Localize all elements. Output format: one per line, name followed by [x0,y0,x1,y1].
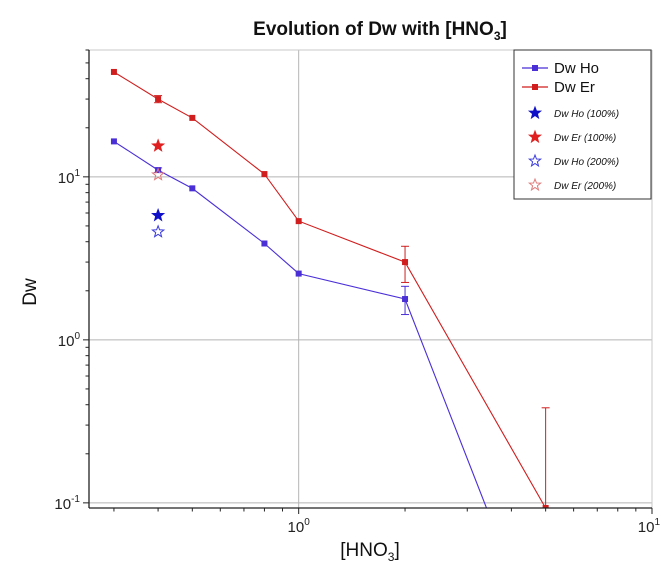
data-point [402,296,409,303]
data-point [295,218,302,225]
x-tick-label: 100 [288,517,311,536]
axes: 100 101 10-1 100 101 [54,49,661,536]
legend-label: Dw Ho [554,60,599,77]
legend-label: Dw Ho (100%) [554,109,619,120]
star-point [151,138,166,152]
y-tick-label: 101 [58,168,81,187]
legend-star [527,105,543,120]
data-point [261,171,268,178]
star-point [151,207,166,222]
legend-label: Dw Er [554,79,595,96]
data-point [295,270,302,277]
legend-star [527,177,543,192]
star-point [151,224,166,238]
y-tick-label: 10-1 [54,494,80,513]
series-line-0 [113,140,488,508]
legend-label: Dw Ho (200%) [554,157,619,168]
data-point [110,68,117,75]
legend-star [527,153,543,168]
data-point [402,259,409,266]
chart-title: Evolution of Dw with [HNO3] [253,19,507,43]
data-point [261,240,268,247]
star-point [151,167,166,181]
y-axis-label: Dw [20,278,41,306]
data-point [189,114,196,121]
legend-label: Dw Er (200%) [554,181,616,192]
data-point [542,505,549,508]
legend: Dw Ho Dw Er Dw Ho (100%) Dw Er (100%) Dw Ho … [513,49,652,200]
legend-star [527,129,543,144]
x-tick-label: 101 [638,517,661,536]
y-tick-label: 100 [58,331,81,350]
series-line-1 [113,71,547,508]
series-layer [110,68,550,508]
x-axis-label: [HNO3] [340,540,399,564]
legend-box [513,49,652,200]
legend-label: Dw Er (100%) [554,133,616,144]
data-point [110,138,117,145]
data-point [189,185,196,192]
data-point [155,96,162,103]
legend-marker [532,65,538,71]
legend-marker [532,84,538,90]
